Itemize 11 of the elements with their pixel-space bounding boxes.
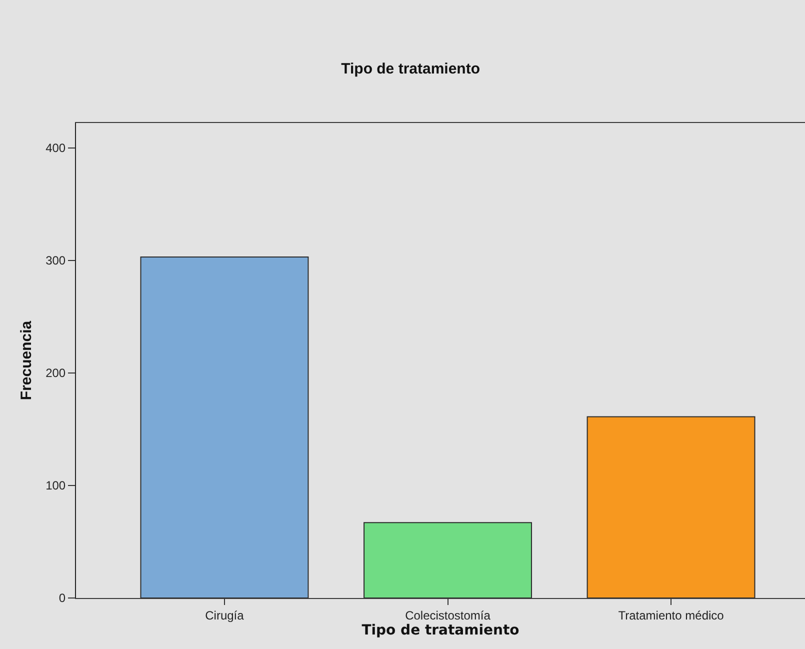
x-axis-title: Tipo de tratamiento: [362, 622, 520, 638]
y-tick-label: 400: [46, 140, 66, 155]
chart-title: Tipo de tratamiento: [341, 60, 480, 78]
y-tick-label: 200: [46, 366, 66, 380]
y-axis-title: Frecuencia: [18, 320, 35, 400]
y-tick-label: 100: [46, 478, 66, 493]
x-tick-label: Colecistostomía: [405, 608, 491, 622]
x-tick-label: Tratamiento médico: [618, 608, 724, 622]
y-tick-label: 300: [46, 254, 66, 268]
x-tick-label: Cirugía: [205, 608, 244, 622]
y-tick-label: 0: [58, 591, 66, 606]
